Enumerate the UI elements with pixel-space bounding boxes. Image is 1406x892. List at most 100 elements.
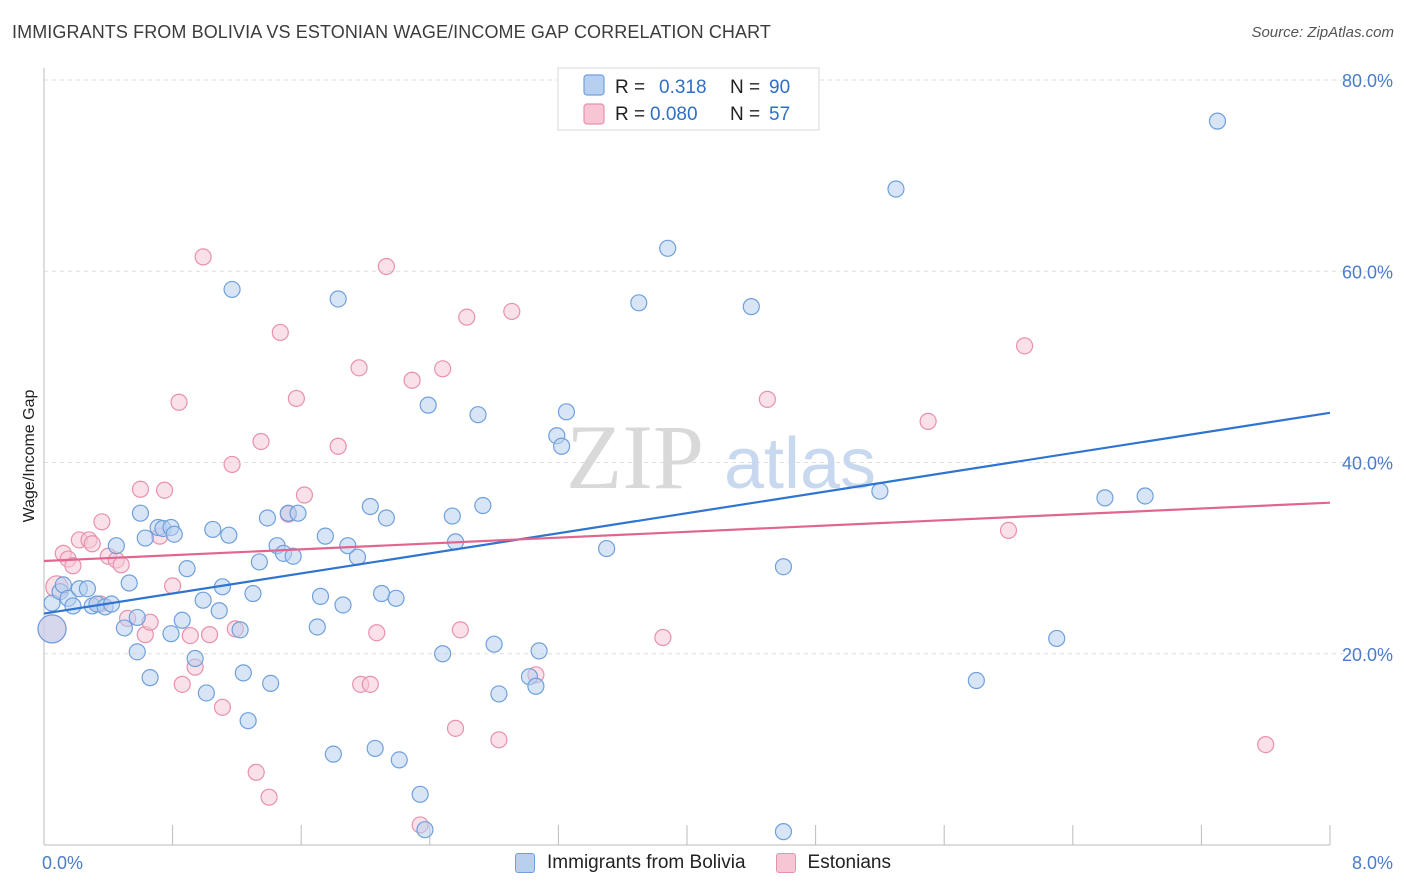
estonians-point: [83, 535, 101, 553]
estonians-point: [329, 437, 347, 455]
bolivia-point: [390, 751, 408, 769]
estonians-point: [155, 481, 174, 499]
estonians-point: [112, 556, 130, 574]
legend-item-estonians: Estonians: [775, 852, 891, 874]
bolivia-point: [244, 584, 262, 603]
estonians-point: [490, 731, 508, 749]
bolivia-point: [141, 669, 159, 687]
bolivia-point: [197, 684, 215, 702]
estonians-point: [758, 390, 776, 408]
bolivia-point: [434, 645, 452, 663]
estonians-point: [1257, 735, 1275, 754]
estonians-point: [271, 323, 289, 342]
watermark-zip: ZIP: [566, 406, 704, 508]
estonians-point: [213, 698, 232, 716]
bolivia-legend-label: Immigrants from Bolivia: [547, 852, 746, 873]
estonians-point: [247, 763, 265, 781]
bolivia-point: [871, 482, 889, 500]
estonians-point: [93, 513, 111, 531]
estonians-point: [377, 257, 395, 276]
bolivia-point: [136, 529, 154, 547]
bolivia-point: [186, 649, 204, 668]
watermark: ZIP atlas: [566, 406, 876, 508]
chart-title: IMMIGRANTS FROM BOLIVIA VS ESTONIAN WAGE…: [12, 22, 772, 42]
estonians-point: [260, 788, 278, 806]
estonians-point: [446, 719, 465, 737]
estonians-point: [181, 626, 199, 645]
y-tick-labels: 20.0% 40.0% 60.0% 80.0%: [1342, 71, 1393, 665]
bolivia-point: [210, 602, 228, 620]
estonians-point: [458, 308, 476, 326]
bolivia-point: [419, 396, 437, 414]
estonians-point: [434, 360, 452, 378]
bolivia-point: [329, 290, 347, 308]
estonians-point: [919, 412, 937, 430]
grid: [44, 79, 1393, 655]
bolivia-point: [178, 560, 196, 578]
bolivia-point: [630, 294, 648, 312]
trend-lines: [43, 411, 1331, 615]
bolivia-point: [527, 677, 545, 695]
bolivia-point: [1136, 487, 1154, 505]
bolivia-point: [165, 525, 183, 543]
bolivia-point: [598, 539, 616, 558]
estonians-point: [252, 432, 270, 451]
legend-n-value-2: 57: [769, 104, 790, 125]
bolivia-point: [289, 504, 307, 522]
estonians-point: [503, 302, 521, 321]
bolivia-point: [557, 403, 576, 421]
bolivia-point: [284, 547, 302, 565]
bolivia-point: [324, 745, 342, 763]
bolivia-point: [128, 643, 146, 661]
bolivia-point: [162, 625, 180, 643]
estonians-swatch: [775, 853, 796, 873]
bolivia-trend-line: [43, 411, 1331, 615]
y-tick-label: 80.0%: [1342, 71, 1393, 91]
estonians-point: [368, 624, 386, 642]
bolivia-point: [490, 685, 508, 703]
y-tick-label: 60.0%: [1342, 262, 1393, 282]
bolivia-point: [239, 712, 257, 730]
y-axis-label: Wage/Income Gap: [21, 390, 38, 523]
legend-r-value-2: 0.080: [650, 104, 698, 125]
legend-swatch-pink: [583, 103, 605, 125]
bolivia-point: [366, 739, 384, 758]
bolivia-point: [250, 553, 269, 571]
bolivia-point: [64, 597, 82, 615]
bolivia-point: [115, 619, 133, 637]
bolivia-point: [1208, 112, 1227, 130]
bolivia-point: [887, 180, 905, 198]
bolivia-point: [1096, 489, 1114, 507]
bolivia-point: [258, 509, 277, 527]
bolivia-point: [223, 280, 241, 299]
series-legend: Immigrants from Bolivia Estonians: [0, 852, 1406, 874]
source-label: Source: ZipAtlas.com: [1251, 24, 1394, 41]
bolivia-point: [334, 596, 352, 614]
estonians-point: [170, 393, 188, 411]
estonians-point: [361, 675, 379, 693]
bolivia-point: [107, 537, 125, 555]
bolivia-point: [474, 496, 492, 515]
x-tick-max: 8.0%: [1352, 853, 1393, 873]
legend-r-label-1: R =: [615, 77, 645, 98]
estonians-point: [223, 455, 241, 474]
x-tick-min: 0.0%: [42, 853, 83, 873]
bolivia-point: [469, 406, 487, 424]
bolivia-point: [416, 821, 434, 839]
bolivia-point: [411, 785, 429, 803]
legend-n-label-1: N =: [730, 77, 760, 98]
y-tick-label: 20.0%: [1342, 645, 1393, 665]
estonians-point: [403, 371, 421, 389]
legend-item-bolivia: Immigrants from Bolivia: [515, 852, 746, 874]
estonians-point: [350, 359, 368, 377]
bolivia-point: [262, 674, 280, 692]
bolivia-point: [339, 537, 357, 555]
bolivia-point: [774, 823, 793, 841]
estonians-point: [295, 486, 314, 504]
bolivia-point: [1048, 629, 1066, 648]
bolivia-point: [742, 298, 760, 316]
bolivia-point: [659, 239, 677, 257]
bolivia-point: [361, 497, 379, 516]
estonians-point: [164, 577, 182, 595]
